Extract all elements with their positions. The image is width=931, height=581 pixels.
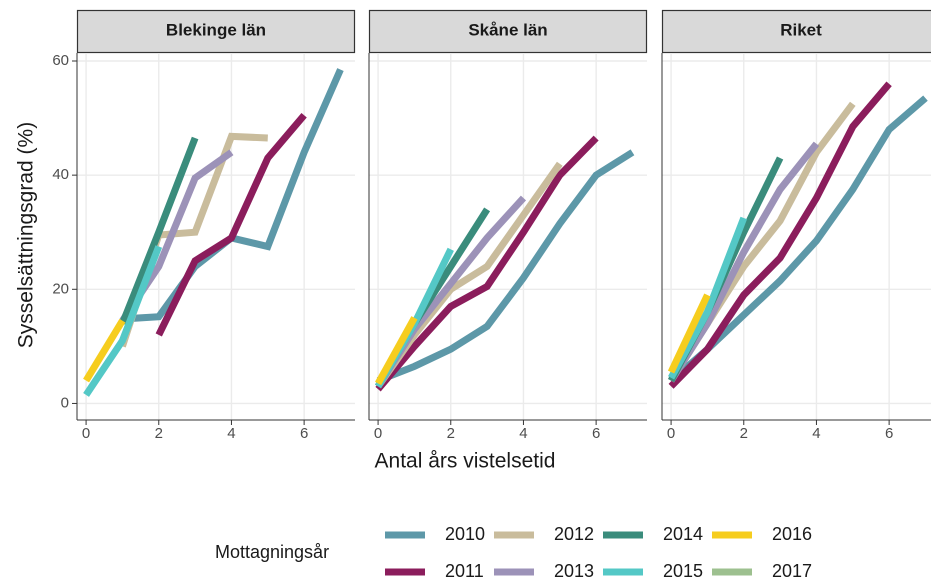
line — [375, 316, 418, 386]
x-tick-label: 0 — [82, 425, 90, 442]
x-tick-label: 6 — [300, 425, 308, 442]
panel — [662, 53, 931, 420]
x-tick-label: 6 — [885, 425, 893, 442]
x-tick-label: 2 — [740, 425, 748, 442]
legend-label: 2011 — [445, 561, 484, 581]
y-tick-label: 60 — [52, 52, 69, 69]
line — [668, 216, 748, 380]
line — [119, 136, 199, 325]
panel — [369, 53, 647, 420]
x-axis-title: Antal års vistelsetid — [375, 450, 556, 473]
x-tick-label: 4 — [519, 425, 527, 442]
legend-label: 2016 — [772, 524, 812, 544]
strip-label: Riket — [780, 20, 822, 39]
strip — [76, 9, 356, 54]
legend-label: 2013 — [554, 561, 594, 581]
panel — [77, 53, 355, 420]
legend-label: 2014 — [663, 524, 703, 544]
y-tick-label: 20 — [52, 280, 69, 297]
line — [83, 318, 126, 383]
strip — [661, 9, 931, 54]
x-tick-label: 4 — [812, 425, 820, 442]
line — [667, 293, 711, 374]
x-tick-label: 0 — [667, 425, 675, 442]
x-tick-label: 0 — [374, 425, 382, 442]
y-axis-title: Sysselsättningsgrad (%) — [15, 122, 38, 348]
legend-label: 2010 — [445, 524, 485, 544]
strip-label: Skåne län — [468, 20, 547, 39]
line — [668, 81, 892, 389]
line — [375, 135, 599, 392]
x-tick-label: 4 — [227, 425, 235, 442]
y-tick-label: 0 — [61, 394, 69, 411]
line — [83, 245, 163, 397]
legend-title: Mottagningsår — [215, 542, 329, 562]
x-tick-label: 2 — [155, 425, 163, 442]
line — [668, 141, 820, 383]
line — [668, 95, 928, 384]
strip-label: Blekinge län — [166, 20, 266, 39]
legend-label: 2015 — [663, 561, 703, 581]
line — [375, 161, 563, 389]
line — [376, 149, 635, 384]
y-tick-label: 40 — [52, 166, 69, 183]
x-tick-label: 2 — [447, 425, 455, 442]
line — [155, 112, 307, 337]
legend-label: 2017 — [772, 561, 812, 581]
x-tick-label: 6 — [592, 425, 600, 442]
legend-label: 2012 — [554, 524, 594, 544]
strip — [368, 9, 648, 54]
